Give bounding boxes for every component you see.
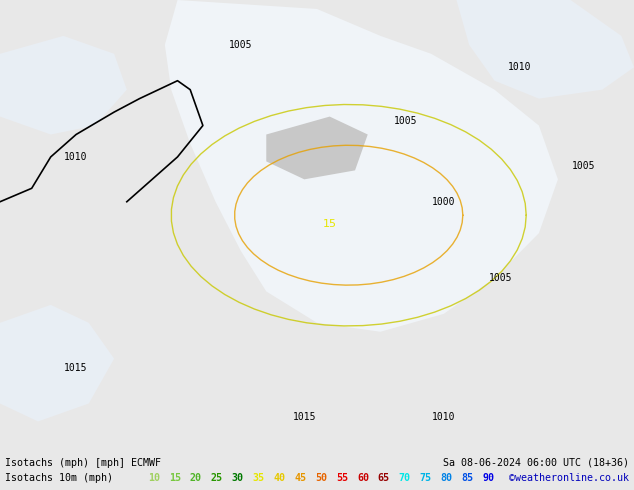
Polygon shape bbox=[165, 0, 558, 332]
Text: 1010: 1010 bbox=[432, 412, 456, 422]
Text: 15: 15 bbox=[323, 219, 337, 229]
Text: 85: 85 bbox=[462, 472, 474, 483]
Text: 1005: 1005 bbox=[571, 161, 595, 171]
Text: 1015: 1015 bbox=[292, 412, 316, 422]
Text: Sa 08-06-2024 06:00 UTC (18+36): Sa 08-06-2024 06:00 UTC (18+36) bbox=[443, 458, 629, 467]
Polygon shape bbox=[0, 305, 114, 421]
Text: 55: 55 bbox=[336, 472, 348, 483]
Text: 40: 40 bbox=[273, 472, 285, 483]
Text: 60: 60 bbox=[357, 472, 369, 483]
Text: 25: 25 bbox=[210, 472, 223, 483]
Text: 1015: 1015 bbox=[64, 363, 88, 373]
Polygon shape bbox=[0, 36, 127, 135]
Text: 80: 80 bbox=[441, 472, 453, 483]
Text: 90: 90 bbox=[482, 472, 495, 483]
Text: 75: 75 bbox=[420, 472, 432, 483]
Text: 30: 30 bbox=[231, 472, 243, 483]
Text: 45: 45 bbox=[294, 472, 306, 483]
Text: Isotachs 10m (mph): Isotachs 10m (mph) bbox=[5, 472, 113, 483]
Text: 1005: 1005 bbox=[489, 273, 513, 283]
Text: 15: 15 bbox=[169, 472, 181, 483]
Text: ©weatheronline.co.uk: ©weatheronline.co.uk bbox=[509, 472, 629, 483]
Polygon shape bbox=[456, 0, 634, 98]
Text: 70: 70 bbox=[399, 472, 411, 483]
Text: 1000: 1000 bbox=[432, 197, 456, 207]
Text: Isotachs (mph) [mph] ECMWF: Isotachs (mph) [mph] ECMWF bbox=[5, 458, 161, 467]
Text: 10: 10 bbox=[148, 472, 160, 483]
Text: 1010: 1010 bbox=[508, 62, 532, 72]
Text: 65: 65 bbox=[378, 472, 390, 483]
Text: 20: 20 bbox=[190, 472, 202, 483]
Text: 50: 50 bbox=[315, 472, 327, 483]
Text: 35: 35 bbox=[252, 472, 264, 483]
Text: 1005: 1005 bbox=[394, 116, 418, 126]
Text: 1005: 1005 bbox=[229, 40, 253, 50]
Text: 1010: 1010 bbox=[64, 152, 88, 162]
Polygon shape bbox=[266, 117, 368, 179]
